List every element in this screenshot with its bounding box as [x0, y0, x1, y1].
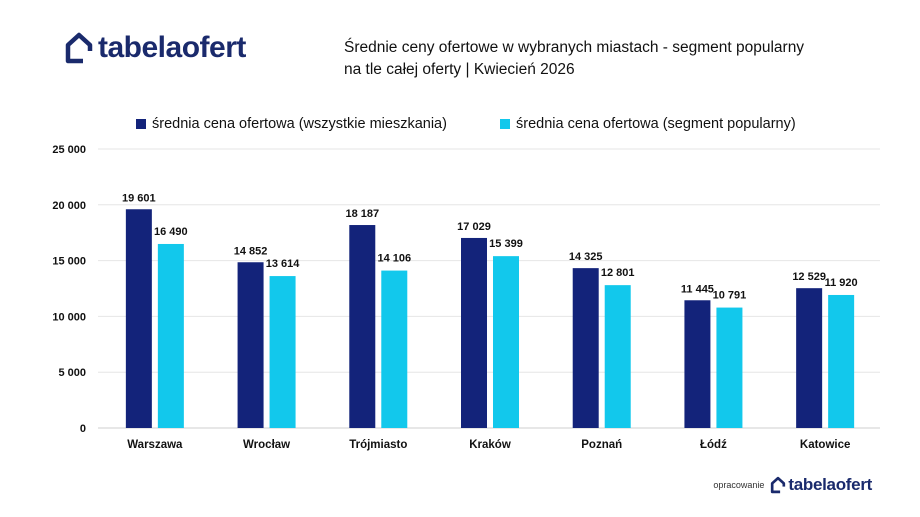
bar-series-2 [269, 276, 296, 428]
data-label: 12 801 [601, 267, 635, 279]
brand-logo: tabelaofert [64, 28, 246, 68]
data-label: 18 187 [345, 208, 379, 220]
bar-series-2 [828, 294, 855, 428]
bar-series-2 [493, 256, 519, 428]
data-label: 11 445 [681, 283, 714, 295]
data-label: 14 106 [377, 253, 411, 265]
title-line-2: na tle całej oferty | Kwiecień 2026 [344, 61, 575, 78]
y-tick-label: 20 000 [52, 200, 86, 212]
footer-prefix: opracowanie [713, 480, 765, 490]
legend-label-series-2: średnia cena ofertowa (segment popularny… [516, 116, 796, 132]
x-tick-label: Łódź [700, 439, 727, 451]
x-tick-label: Trójmiasto [349, 439, 407, 451]
footer-wordmark: tabelaofert [788, 475, 872, 494]
legend-label-series-1: średnia cena ofertowa (wszystkie mieszka… [152, 116, 447, 132]
legend-item-series-1: średnia cena ofertowa (wszystkie mieszka… [136, 116, 447, 132]
chart-title: Średnie ceny ofertowe w wybranych miasta… [344, 37, 884, 81]
bar-series-2 [716, 307, 743, 428]
footer-house-icon [771, 476, 787, 494]
bar-series-1 [796, 288, 823, 428]
x-tick-label: Kraków [469, 439, 511, 451]
footer-credit: opracowanie tabelaofert [713, 475, 872, 495]
legend-item-series-2: średnia cena ofertowa (segment popularny… [500, 116, 796, 132]
x-tick-label: Wrocław [243, 439, 290, 451]
title-line-1: Średnie ceny ofertowe w wybranych miasta… [344, 39, 805, 56]
y-tick-label: 0 [80, 423, 86, 435]
y-tick-label: 15 000 [52, 256, 86, 268]
data-label: 15 399 [489, 238, 523, 250]
data-label: 11 920 [825, 277, 858, 289]
bar-series-1 [349, 225, 376, 428]
data-label: 12 529 [792, 271, 826, 283]
data-label: 14 325 [569, 251, 603, 263]
data-label: 14 852 [234, 245, 268, 257]
legend-swatch-series-1 [136, 119, 146, 129]
bar-series-1 [684, 300, 711, 428]
data-label: 10 791 [713, 290, 747, 302]
logo-wordmark: tabelaofert [98, 31, 246, 64]
x-tick-label: Poznań [581, 439, 622, 451]
data-label: 13 614 [266, 258, 301, 270]
x-tick-label: Katowice [800, 439, 851, 451]
data-label: 17 029 [457, 221, 491, 233]
bar-series-2 [381, 270, 408, 428]
y-tick-label: 10 000 [52, 311, 86, 323]
house-icon [65, 32, 94, 65]
bar-series-2 [604, 285, 631, 428]
y-tick-label: 25 000 [52, 144, 86, 156]
y-tick-label: 5 000 [58, 367, 86, 379]
bar-series-1 [125, 209, 152, 428]
bar-series-1 [572, 268, 599, 428]
bar-series-1 [461, 237, 487, 428]
data-label: 19 601 [122, 192, 156, 204]
data-label: 16 490 [154, 226, 188, 238]
bar-series-1 [237, 262, 264, 428]
chart-legend: średnia cena ofertowa (wszystkie mieszka… [0, 116, 920, 136]
bar-series-2 [157, 243, 184, 428]
x-tick-label: Warszawa [127, 439, 183, 451]
legend-swatch-series-2 [500, 119, 510, 129]
